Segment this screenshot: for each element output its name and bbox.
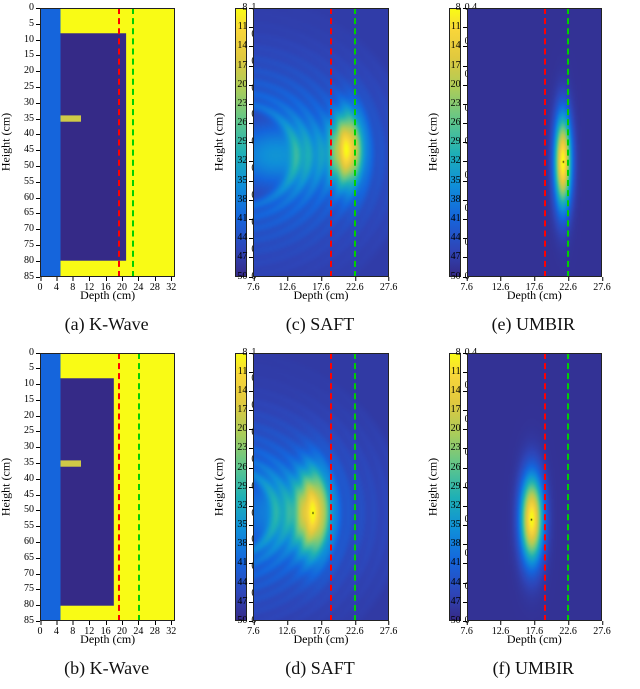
- caption-b: (b) K-Wave: [0, 654, 213, 689]
- reference-line: [567, 8, 569, 277]
- panel-f: 811141720232629323538414447507.612.617.6…: [427, 345, 640, 652]
- x-axis-label: Depth (cm): [80, 632, 135, 647]
- reference-line: [118, 8, 120, 277]
- reference-line: [544, 8, 546, 277]
- plot-b: 0510152025303540455055606570758085048121…: [40, 353, 175, 622]
- plot-f: 811141720232629323538414447507.612.617.6…: [467, 353, 602, 622]
- reference-line: [132, 8, 134, 277]
- panel-e: 811141720232629323538414447507.612.617.6…: [427, 0, 640, 307]
- panel-a: 0510152025303540455055606570758085048121…: [0, 0, 213, 307]
- y-axis-label: Height (cm): [212, 113, 227, 171]
- y-axis-label: Height (cm): [425, 458, 440, 516]
- panel-b: 0510152025303540455055606570758085048121…: [0, 345, 213, 652]
- reference-line: [544, 353, 546, 622]
- panel-d: 811141720232629323538414447507.612.617.6…: [213, 345, 426, 652]
- plot-e: 811141720232629323538414447507.612.617.6…: [467, 8, 602, 277]
- reference-line: [118, 353, 120, 622]
- panel-c: 811141720232629323538414447507.612.617.6…: [213, 0, 426, 307]
- reference-line: [354, 8, 356, 277]
- reference-line: [330, 353, 332, 622]
- reference-line: [354, 353, 356, 622]
- y-axis-label: Height (cm): [425, 113, 440, 171]
- plot-c: 811141720232629323538414447507.612.617.6…: [253, 8, 388, 277]
- caption-f: (f) UMBIR: [427, 654, 640, 689]
- y-axis-label: Height (cm): [0, 113, 14, 171]
- caption-a: (a) K-Wave: [0, 310, 213, 345]
- x-axis-label: Depth (cm): [293, 632, 348, 647]
- caption-c: (c) SAFT: [213, 310, 426, 345]
- x-axis-label: Depth (cm): [507, 288, 562, 303]
- figure-grid: 0510152025303540455055606570758085048121…: [0, 0, 640, 689]
- y-axis-label: Height (cm): [212, 458, 227, 516]
- x-axis-label: Depth (cm): [80, 288, 135, 303]
- plot-a: 0510152025303540455055606570758085048121…: [40, 8, 175, 277]
- x-axis-label: Depth (cm): [293, 288, 348, 303]
- reference-line: [567, 353, 569, 622]
- caption-d: (d) SAFT: [213, 654, 426, 689]
- reference-line: [138, 353, 140, 622]
- caption-e: (e) UMBIR: [427, 310, 640, 345]
- x-axis-label: Depth (cm): [507, 632, 562, 647]
- reference-line: [330, 8, 332, 277]
- plot-d: 811141720232629323538414447507.612.617.6…: [253, 353, 388, 622]
- y-axis-label: Height (cm): [0, 458, 14, 516]
